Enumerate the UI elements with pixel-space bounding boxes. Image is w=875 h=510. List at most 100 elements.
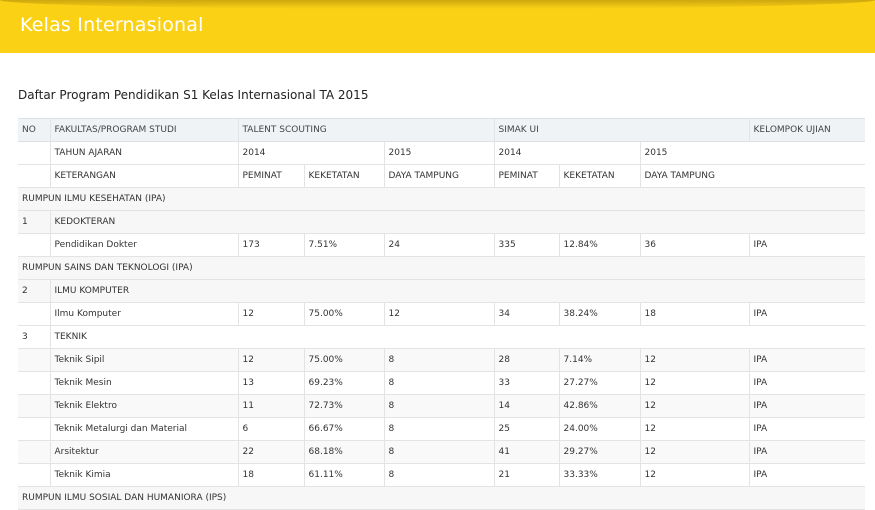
rumpun-row: RUMPUN SAINS DAN TEKNOLOGI (IPA): [18, 256, 866, 280]
sm-keketatan: 33.33%: [558, 463, 640, 487]
ts-peminat: 11: [237, 394, 304, 418]
program-name: Teknik Kimia: [49, 463, 238, 487]
fakultas-row: 3 TEKNIK: [18, 325, 866, 349]
sm-keketatan: 12.84%: [558, 233, 640, 257]
ts-keketatan: 61.11%: [303, 463, 384, 487]
program-name: Ilmu Komputer: [49, 302, 238, 326]
fakultas-no: 3: [18, 325, 50, 349]
sm-keketatan: 29.27%: [558, 440, 640, 464]
program-name: Pendidikan Dokter: [49, 233, 238, 257]
sm-daya-tampung: 12: [639, 417, 750, 441]
ts-daya-tampung: 8: [383, 463, 494, 487]
header-simak-ui: SIMAK UI: [493, 118, 750, 142]
program-name: Arsitektur: [49, 440, 238, 464]
header-ts-year-1: 2014: [237, 141, 384, 165]
sm-keketatan: 24.00%: [558, 417, 640, 441]
ts-keketatan: 7.51%: [303, 233, 384, 257]
ts-daya-tampung: 8: [383, 371, 494, 395]
fakultas-name: KEDOKTERAN: [49, 210, 866, 234]
rumpun-row: RUMPUN ILMU KESEHATAN (IPA): [18, 187, 866, 211]
fakultas-no: 2: [18, 279, 50, 303]
program-row: Teknik Metalurgi dan Material 6 66.67% 8…: [18, 417, 866, 441]
header-row-keterangan: KETERANGAN PEMINAT KEKETATAN DAYA TAMPUN…: [18, 164, 866, 188]
sm-keketatan: 27.27%: [558, 371, 640, 395]
header-ts-daya-tampung: DAYA TAMPUNG: [383, 164, 494, 188]
header-tahun-ajaran: TAHUN AJARAN: [49, 141, 238, 165]
program-row: Pendidikan Dokter 173 7.51% 24 335 12.84…: [18, 233, 866, 257]
kelompok-ujian: IPA: [748, 348, 866, 372]
fakultas-row: 1 KEDOKTERAN: [18, 210, 866, 234]
ts-keketatan: 69.23%: [303, 371, 384, 395]
sm-peminat: 33: [493, 371, 559, 395]
rumpun-label: RUMPUN ILMU SOSIAL DAN HUMANIORA (IPS): [18, 486, 866, 510]
rumpun-row: RUMPUN ILMU SOSIAL DAN HUMANIORA (IPS): [18, 486, 866, 510]
program-table-container: NO FAKULTAS/PROGRAM STUDI TALENT SCOUTIN…: [18, 118, 866, 510]
sm-daya-tampung: 36: [639, 233, 750, 257]
sm-daya-tampung: 12: [639, 371, 750, 395]
sm-peminat: 34: [493, 302, 559, 326]
program-row: Teknik Sipil 12 75.00% 8 28 7.14% 12 IPA: [18, 348, 866, 372]
banner-shadow: [0, 0, 875, 9]
ts-keketatan: 72.73%: [303, 394, 384, 418]
kelompok-ujian: IPA: [748, 463, 866, 487]
table-caption: Daftar Program Pendidikan S1 Kelas Inter…: [18, 88, 369, 102]
ts-daya-tampung: 12: [383, 302, 494, 326]
sm-keketatan: 42.86%: [558, 394, 640, 418]
program-row: Teknik Kimia 18 61.11% 8 21 33.33% 12 IP…: [18, 463, 866, 487]
header-sm-daya-tampung: DAYA TAMPUNG: [639, 164, 866, 188]
header-ts-year-2: 2015: [383, 141, 494, 165]
ts-keketatan: 75.00%: [303, 302, 384, 326]
header-sm-peminat: PEMINAT: [493, 164, 559, 188]
ts-peminat: 18: [237, 463, 304, 487]
program-name: Teknik Metalurgi dan Material: [49, 417, 238, 441]
fakultas-no: 1: [18, 210, 50, 234]
rumpun-label: RUMPUN ILMU KESEHATAN (IPA): [18, 187, 866, 211]
ts-keketatan: 66.67%: [303, 417, 384, 441]
kelompok-ujian: IPA: [748, 233, 866, 257]
ts-daya-tampung: 8: [383, 348, 494, 372]
header-fakultas: FAKULTAS/PROGRAM STUDI: [49, 118, 238, 142]
sm-daya-tampung: 12: [639, 394, 750, 418]
ts-keketatan: 68.18%: [303, 440, 384, 464]
header-sm-year-1: 2014: [493, 141, 640, 165]
page-banner: Kelas Internasional: [0, 0, 875, 53]
program-row: Teknik Elektro 11 72.73% 8 14 42.86% 12 …: [18, 394, 866, 418]
header-keterangan: KETERANGAN: [49, 164, 238, 188]
program-table: NO FAKULTAS/PROGRAM STUDI TALENT SCOUTIN…: [18, 118, 866, 510]
ts-peminat: 173: [237, 233, 304, 257]
kelompok-ujian: IPA: [748, 440, 866, 464]
sm-peminat: 14: [493, 394, 559, 418]
header-sm-keketatan: KEKETATAN: [558, 164, 640, 188]
header-kelompok-ujian: KELOMPOK UJIAN: [748, 118, 866, 142]
header-sm-year-2: 2015: [639, 141, 866, 165]
ts-daya-tampung: 8: [383, 394, 494, 418]
program-name: Teknik Elektro: [49, 394, 238, 418]
program-name: Teknik Sipil: [49, 348, 238, 372]
header-row-main: NO FAKULTAS/PROGRAM STUDI TALENT SCOUTIN…: [18, 118, 866, 142]
header-no: NO: [18, 118, 50, 142]
header-row-tahun: TAHUN AJARAN 2014 2015 2014 2015: [18, 141, 866, 165]
ts-peminat: 13: [237, 371, 304, 395]
sm-keketatan: 7.14%: [558, 348, 640, 372]
program-row: Teknik Mesin 13 69.23% 8 33 27.27% 12 IP…: [18, 371, 866, 395]
kelompok-ujian: IPA: [748, 371, 866, 395]
program-row: Arsitektur 22 68.18% 8 41 29.27% 12 IPA: [18, 440, 866, 464]
fakultas-row: 2 ILMU KOMPUTER: [18, 279, 866, 303]
sm-daya-tampung: 12: [639, 463, 750, 487]
program-name: Teknik Mesin: [49, 371, 238, 395]
kelompok-ujian: IPA: [748, 394, 866, 418]
ts-daya-tampung: 24: [383, 233, 494, 257]
ts-peminat: 6: [237, 417, 304, 441]
sm-peminat: 28: [493, 348, 559, 372]
sm-peminat: 41: [493, 440, 559, 464]
sm-peminat: 25: [493, 417, 559, 441]
page-title: Kelas Internasional: [20, 14, 204, 36]
header-ts-peminat: PEMINAT: [237, 164, 304, 188]
sm-daya-tampung: 18: [639, 302, 750, 326]
kelompok-ujian: IPA: [748, 302, 866, 326]
rumpun-label: RUMPUN SAINS DAN TEKNOLOGI (IPA): [18, 256, 866, 280]
fakultas-name: TEKNIK: [49, 325, 866, 349]
fakultas-name: ILMU KOMPUTER: [49, 279, 866, 303]
header-talent-scouting: TALENT SCOUTING: [237, 118, 494, 142]
ts-daya-tampung: 8: [383, 417, 494, 441]
